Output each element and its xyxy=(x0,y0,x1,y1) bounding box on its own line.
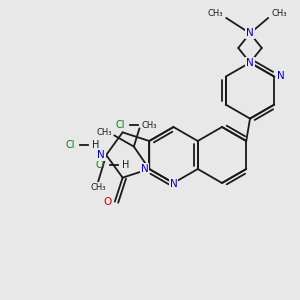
Text: CH₃: CH₃ xyxy=(208,9,223,18)
Text: CH₃: CH₃ xyxy=(271,9,287,18)
Text: N: N xyxy=(277,70,285,81)
Text: Cl: Cl xyxy=(115,120,125,130)
Text: N: N xyxy=(246,28,254,38)
Text: N: N xyxy=(246,58,254,68)
Text: CH₃: CH₃ xyxy=(90,182,106,191)
Text: N: N xyxy=(98,150,105,160)
Text: H: H xyxy=(92,140,100,150)
Text: N: N xyxy=(169,179,177,189)
Text: N: N xyxy=(140,164,148,174)
Text: Cl: Cl xyxy=(95,160,105,170)
Text: CH₃: CH₃ xyxy=(97,128,112,137)
Text: O: O xyxy=(103,196,112,207)
Text: H: H xyxy=(142,120,150,130)
Text: Cl: Cl xyxy=(65,140,75,150)
Text: H: H xyxy=(122,160,130,170)
Text: CH₃: CH₃ xyxy=(142,121,157,130)
